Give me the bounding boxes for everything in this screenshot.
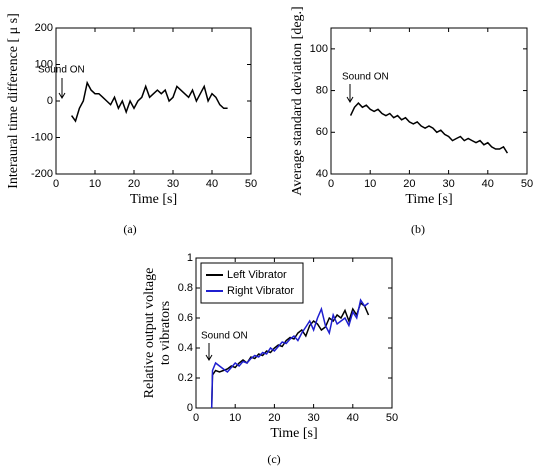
x-tick-label: 10 bbox=[89, 178, 101, 190]
legend-label: Right Vibrator bbox=[227, 285, 294, 297]
data-line bbox=[349, 102, 509, 154]
plot-frame bbox=[55, 27, 252, 175]
x-tick-label: 50 bbox=[245, 178, 257, 190]
y-tick-label: 100 bbox=[310, 43, 328, 55]
plot-frame bbox=[195, 257, 393, 409]
y-tick-label: 40 bbox=[316, 168, 328, 180]
caption: (a) bbox=[123, 222, 136, 236]
x-tick-label: 20 bbox=[403, 178, 415, 190]
x-tick-label: 40 bbox=[347, 412, 359, 424]
x-tick-label: 50 bbox=[521, 178, 533, 190]
annotation-arrow bbox=[205, 343, 213, 361]
annotation-arrow bbox=[58, 78, 66, 99]
y-tick-label: 0.6 bbox=[178, 312, 193, 324]
y-axis-label: Relative output voltage bbox=[142, 268, 157, 399]
x-tick-label: 30 bbox=[442, 178, 454, 190]
x-tick-label: 30 bbox=[167, 178, 179, 190]
x-axis-label: Time [s] bbox=[405, 192, 452, 207]
annotation: Sound ON bbox=[38, 65, 85, 76]
x-tick-label: 0 bbox=[328, 178, 334, 190]
y-tick-label: 200 bbox=[35, 22, 53, 34]
data-line bbox=[210, 298, 369, 409]
y-tick-label: 0 bbox=[47, 95, 53, 107]
data-line bbox=[210, 301, 370, 409]
x-tick-label: 10 bbox=[229, 412, 241, 424]
y-tick-label: -200 bbox=[31, 168, 53, 180]
y-axis-label: to vibrators bbox=[158, 301, 173, 365]
x-tick-label: 40 bbox=[206, 178, 218, 190]
x-tick-label: 0 bbox=[53, 178, 59, 190]
y-tick-label: 0.8 bbox=[178, 282, 193, 294]
data-line bbox=[70, 80, 228, 123]
y-tick-label: 60 bbox=[316, 126, 328, 138]
x-tick-label: 50 bbox=[386, 412, 398, 424]
caption: (b) bbox=[411, 222, 425, 236]
plot-frame bbox=[330, 27, 528, 175]
y-tick-label: 0 bbox=[187, 402, 193, 414]
caption: (c) bbox=[267, 452, 280, 466]
legend-box bbox=[200, 262, 304, 304]
x-tick-label: 20 bbox=[268, 412, 280, 424]
legend-label: Left Vibrator bbox=[227, 269, 287, 281]
y-tick-label: 80 bbox=[316, 84, 328, 96]
annotation: Sound ON bbox=[342, 72, 389, 83]
x-tick-label: 0 bbox=[193, 412, 199, 424]
y-axis-label: Interaural time difference [ μ s] bbox=[6, 13, 21, 189]
y-tick-label: 1 bbox=[187, 252, 193, 264]
x-axis-label: Time [s] bbox=[270, 426, 317, 441]
y-axis-label: Average standard deviation [deg.] bbox=[290, 6, 305, 195]
x-tick-label: 30 bbox=[307, 412, 319, 424]
x-tick-label: 20 bbox=[128, 178, 140, 190]
annotation: Sound ON bbox=[201, 331, 248, 342]
y-tick-label: 0.4 bbox=[178, 342, 193, 354]
x-tick-label: 10 bbox=[364, 178, 376, 190]
y-tick-label: 0.2 bbox=[178, 372, 193, 384]
y-tick-label: 100 bbox=[35, 58, 53, 70]
x-tick-label: 40 bbox=[482, 178, 494, 190]
x-axis-label: Time [s] bbox=[130, 192, 177, 207]
annotation-arrow bbox=[346, 84, 354, 103]
y-tick-label: -100 bbox=[31, 131, 53, 143]
